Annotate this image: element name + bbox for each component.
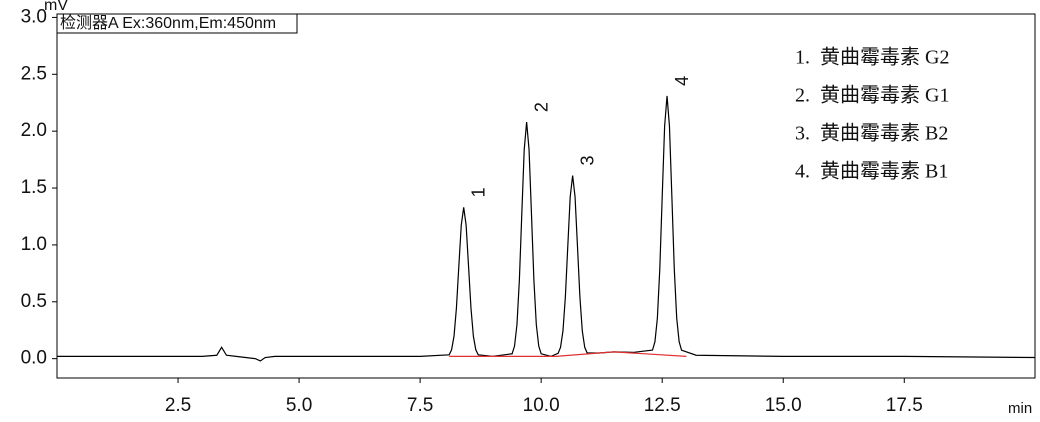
- y-tick-label: 1.0: [21, 234, 47, 255]
- x-tick-label: 5.0: [286, 395, 312, 416]
- y-tick-label: 1.5: [21, 177, 47, 198]
- x-tick-label: 12.5: [644, 395, 681, 416]
- y-tick-label: 3.0: [21, 6, 47, 27]
- x-tick-label: 2.5: [165, 395, 191, 416]
- x-tick-label: 7.5: [407, 395, 433, 416]
- x-tick-label: 17.5: [886, 395, 923, 416]
- plot-frame: [56, 13, 1036, 379]
- peak-label: 2: [531, 102, 551, 112]
- y-tick-label: 2.0: [21, 120, 47, 141]
- trace: [449, 351, 687, 357]
- legend-entry: 1. 黄曲霉毒素 G2: [795, 46, 949, 69]
- peak-label: 4: [672, 76, 692, 86]
- detector-box: [56, 13, 298, 34]
- x-unit: min: [1008, 400, 1032, 417]
- x-tick-label: 15.0: [765, 395, 802, 416]
- trace: [57, 95, 1036, 362]
- y-tick-label: 0.5: [21, 291, 47, 312]
- legend-entry: 3. 黄曲霉毒素 B2: [795, 122, 948, 145]
- x-tick-label: 10.0: [523, 395, 560, 416]
- peak-label: 1: [468, 187, 488, 197]
- legend-entry: 4. 黄曲霉毒素 B1: [795, 160, 948, 183]
- y-tick-label: 2.5: [21, 63, 47, 84]
- peak-label: 3: [577, 156, 597, 166]
- legend-entry: 2. 黄曲霉毒素 G1: [795, 84, 949, 107]
- y-tick-label: 0.0: [21, 348, 47, 369]
- detector-label: 检测器A Ex:360nm,Em:450nm: [60, 14, 276, 32]
- y-unit: mV: [44, 0, 68, 14]
